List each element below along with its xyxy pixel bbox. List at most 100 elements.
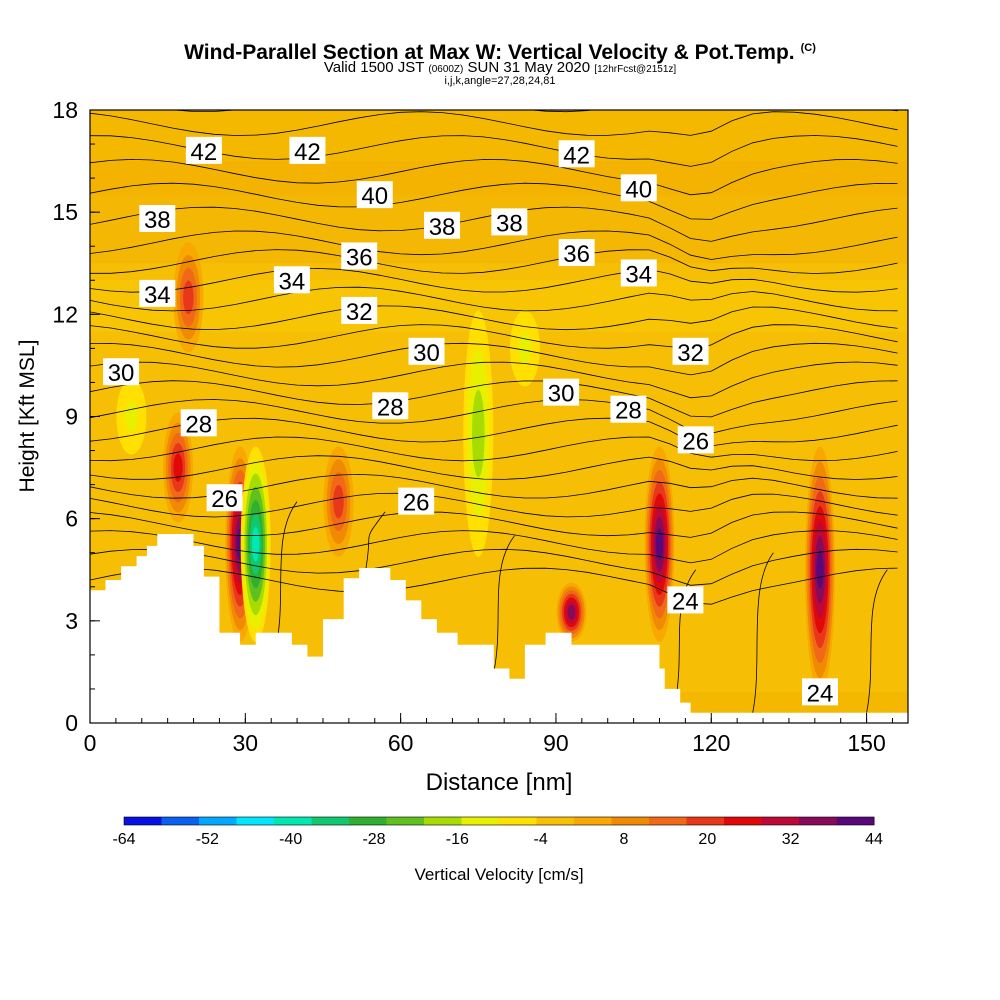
theta-contour — [90, 436, 898, 462]
contour-label-box — [610, 395, 647, 423]
contour-label: 24 — [801, 678, 838, 707]
theta-contour — [90, 305, 898, 331]
theta-contour — [90, 361, 898, 399]
contour-label: 26 — [677, 426, 714, 455]
colorbar-swatch — [799, 817, 837, 825]
colorbar-tick-label: 32 — [782, 831, 800, 848]
colorbar-swatch — [124, 817, 162, 825]
contour-label-box — [289, 136, 326, 164]
velocity-cell — [173, 453, 183, 482]
contour-label: 36 — [558, 239, 595, 268]
colorbar-tick-label: 44 — [865, 831, 883, 848]
colorbar-swatch — [499, 817, 537, 825]
contour-label-box — [424, 211, 461, 239]
theta-contour — [90, 548, 898, 586]
contour-label-box — [558, 140, 595, 168]
colorbar-tick-label: -40 — [279, 831, 302, 848]
contour-label-text: 26 — [403, 490, 430, 517]
theta-contour — [90, 567, 898, 605]
colorbar-tick-label: -16 — [446, 831, 469, 848]
colorbar-tick-label: -52 — [196, 831, 219, 848]
contour-label-text: 34 — [144, 282, 171, 309]
contour-label-box — [801, 678, 838, 706]
contour-label: 34 — [273, 266, 310, 295]
contour-label-text: 36 — [346, 244, 373, 271]
theta-contour — [90, 230, 898, 260]
contour-label: 26 — [398, 487, 435, 517]
colorbar-swatch — [574, 817, 612, 825]
velocity-cell — [183, 280, 194, 315]
contour-label-box — [491, 208, 528, 236]
theta-contour — [363, 511, 386, 577]
colorbar-swatch — [536, 817, 575, 825]
contour-label-box — [677, 426, 714, 454]
contour-label: 26 — [206, 484, 243, 513]
contour-label-text: 38 — [496, 210, 523, 237]
velocity-cell — [125, 401, 138, 432]
contour-label-box — [620, 259, 657, 287]
contour-label-text: 42 — [563, 142, 590, 169]
theta-contour — [90, 492, 898, 518]
y-tick-label: 3 — [65, 608, 78, 634]
contour-label-box — [543, 378, 580, 406]
contour-label: 38 — [424, 211, 461, 241]
contour-label-text: 30 — [548, 381, 575, 408]
theta-contour — [90, 111, 898, 136]
contour-label-box — [672, 337, 709, 365]
x-axis-label: Distance [nm] — [426, 769, 573, 796]
contour-label: 24 — [667, 586, 704, 615]
contour-label-text: 26 — [211, 486, 238, 513]
theta-contour — [90, 158, 898, 196]
contour-label: 28 — [180, 409, 217, 438]
contour-label-box — [139, 279, 176, 307]
theta-contour — [90, 380, 898, 418]
velocity-cell — [816, 550, 824, 589]
field-band — [90, 280, 908, 332]
contour-labels: 42 42 42 40 40 38 38 38 36 36 34 34 34 32 32 30 30 30 28 28… — [103, 136, 838, 707]
contour-label-text: 30 — [108, 360, 135, 387]
theta-contour — [752, 552, 774, 713]
contour-label-box — [667, 586, 704, 614]
colorbar-swatch — [199, 817, 237, 825]
contour-label-text: 34 — [625, 261, 652, 288]
contour-label-box — [356, 181, 393, 209]
y-tick-label: 15 — [52, 199, 78, 225]
contour-label: 34 — [139, 279, 176, 309]
x-tick-label: 60 — [388, 730, 414, 756]
contour-label-box — [341, 242, 378, 270]
colorbar-swatch — [424, 817, 462, 825]
contour-label-text: 38 — [429, 214, 456, 241]
y-tick-label: 12 — [52, 301, 78, 327]
contour-label: 42 — [289, 136, 326, 166]
contour-label-text: 40 — [625, 176, 652, 203]
colorbar-swatch — [724, 817, 762, 825]
colorbar-swatch — [649, 817, 687, 825]
theta-contour — [170, 110, 898, 113]
contour-label-text: 28 — [615, 398, 642, 425]
contour-label-text: 36 — [563, 241, 590, 268]
theta-contour — [90, 530, 898, 564]
field-band — [90, 195, 908, 693]
x-tick-label: 90 — [543, 730, 569, 756]
theta-contour — [90, 182, 898, 220]
theta-contour — [90, 64, 898, 88]
contour-label-box — [398, 487, 435, 515]
theta-contour — [90, 342, 898, 376]
contour-label: 28 — [372, 392, 409, 421]
potential-temperature-contours — [90, 64, 898, 713]
contour-label: 42 — [558, 140, 595, 169]
contour-label: 42 — [185, 136, 222, 166]
colorbar-swatch — [386, 817, 425, 825]
forecast-info: [12hrFcst@2151z] — [594, 64, 677, 75]
section-info: i,j,k,angle=27,28,24,81 — [444, 75, 556, 87]
contour-label-text: 32 — [677, 340, 704, 367]
contour-label: 40 — [356, 181, 393, 210]
contour-label-box — [273, 266, 310, 294]
contour-label-box — [620, 174, 657, 202]
contour-label: 40 — [620, 174, 657, 203]
velocity-cell — [471, 389, 485, 478]
theta-contour — [90, 324, 898, 350]
y-axis-label: Height [Kft MSL] — [16, 340, 39, 493]
